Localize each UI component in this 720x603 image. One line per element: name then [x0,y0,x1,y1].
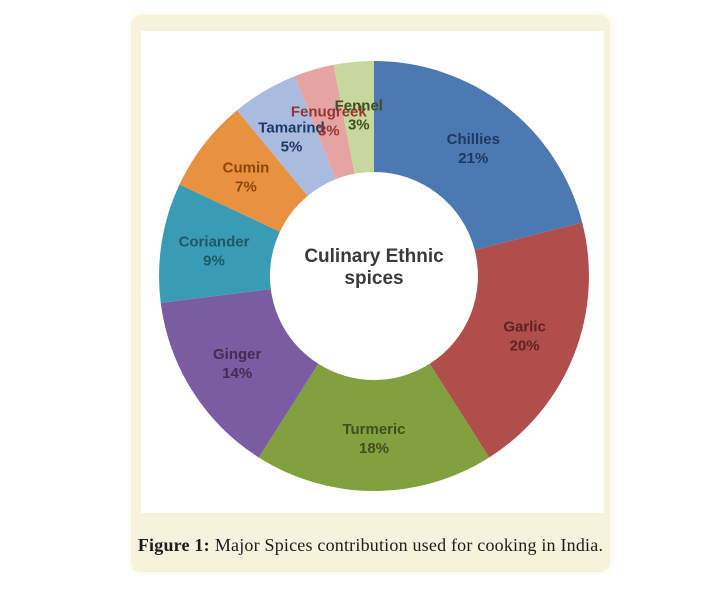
donut-slice-cumin [179,110,308,232]
slice-label-name-fenugreek: Fenugreek [291,103,368,120]
slice-label-value-fennel: 3% [348,117,370,134]
slice-label-name-ginger: Ginger [213,346,262,363]
chart-center-title-line1: Culinary Ethnic [304,246,444,267]
figure-caption-prefix: Figure 1: [137,535,210,555]
slice-label-name-garlic: Garlic [503,319,546,336]
donut-slice-coriander [159,184,280,303]
donut-slice-fenugreek [294,64,355,180]
figure-card: Chillies 21% Garlic 20% Turmeric 18% Ginger 14%… [131,15,610,572]
figure-caption: Figure 1: Major Spices contribution used … [131,535,610,556]
slice-label-value-coriander: 9% [203,253,225,270]
figure-caption-text: Major Spices contribution used for cooki… [214,535,604,555]
donut-slice-ginger [160,289,319,458]
slice-label-value-cumin: 7% [235,179,257,196]
donut-slice-turmeric [258,363,490,491]
chart-center-title-line2: spices [344,268,403,289]
slice-label-name-coriander: Coriander [179,234,250,251]
chart-panel: Chillies 21% Garlic 20% Turmeric 18% Ginger 14%… [141,31,604,513]
slice-label-name-turmeric: Turmeric [342,421,405,438]
slice-label-value-turmeric: 18% [359,440,389,457]
donut-slice-garlic [429,222,589,458]
slice-label-value-chillies: 21% [458,150,488,167]
slice-label-name-chillies: Chillies [447,131,500,148]
slice-label-name-tamarind: Tamarind [258,120,324,137]
slice-label-value-ginger: 14% [222,365,252,382]
slice-label-value-garlic: 20% [510,338,540,355]
donut-chart: Chillies 21% Garlic 20% Turmeric 18% Ginger 14%… [159,60,589,491]
slice-label-name-cumin: Cumin [223,160,270,177]
slice-label-name-fennel: Fennel [335,98,383,115]
donut-slice-fennel [333,60,374,174]
donut-slice-tamarind [237,76,336,196]
slice-label-value-tamarind: 5% [281,139,303,156]
slice-label-value-fenugreek: 3% [318,122,340,139]
donut-slice-chillies [374,61,583,251]
